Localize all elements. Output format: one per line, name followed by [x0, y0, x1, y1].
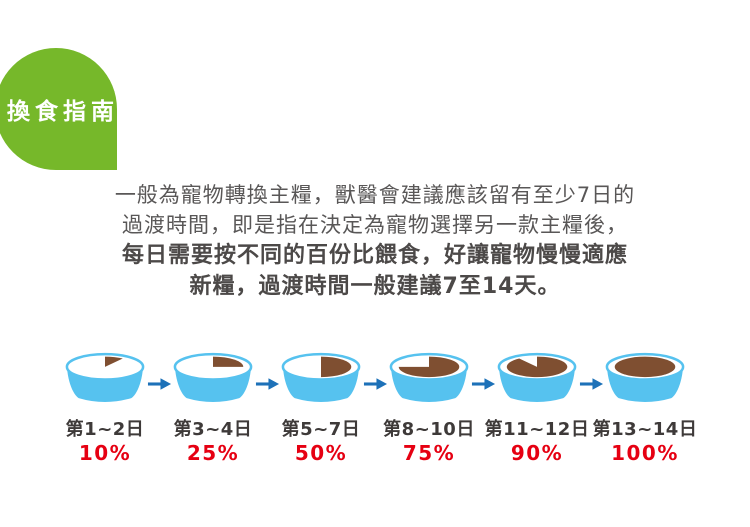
step-day-label: 第1~2日	[65, 419, 145, 440]
step-percent-label: 90%	[510, 441, 564, 465]
intro-line-1: 一般為寵物轉換主糧，獸醫會建議應該留有至少7日的	[114, 183, 636, 207]
food-pie-100	[614, 356, 676, 378]
step-arrow	[471, 376, 495, 392]
arrow-right-icon	[363, 378, 387, 390]
transition-step: 第11~12日 90%	[485, 352, 589, 465]
arrow-right-icon	[471, 378, 495, 390]
step-percent-label: 50%	[294, 441, 348, 465]
food-pie-wedge	[213, 356, 244, 367]
step-percent-label: 75%	[402, 441, 456, 465]
pet-bowl-icon	[281, 352, 361, 402]
transition-step: 第8~10日 75%	[383, 352, 475, 465]
intro-text-block: 一般為寵物轉換主糧，獸醫會建議應該留有至少7日的 過渡時間，即是指在決定為寵物選…	[0, 180, 750, 302]
food-pie-wedge	[398, 356, 460, 378]
transition-step: 第1~2日 10%	[61, 352, 149, 464]
step-day-label: 第3~4日	[173, 419, 253, 440]
arrow-right-icon	[147, 378, 171, 390]
food-pie-wedge	[321, 356, 352, 378]
step-day-label: 第13~14日	[592, 419, 698, 440]
pet-bowl-icon	[65, 352, 145, 402]
step-arrow	[579, 376, 603, 392]
pet-bowl-icon	[173, 352, 253, 402]
food-pie-wedge	[506, 356, 568, 378]
transition-step: 第3~4日 25%	[169, 352, 257, 464]
pet-bowl-icon	[605, 352, 685, 402]
transition-steps-row: 第1~2日 10% 第3~4日 25% 第5~7日 50% 第8~10日 75% 第11~12日…	[0, 352, 750, 464]
guide-title: 換食指南	[7, 99, 119, 125]
step-percent-label: 100%	[611, 441, 679, 465]
pet-bowl-icon	[497, 352, 577, 402]
arrow-right-icon	[255, 378, 279, 390]
pet-bowl-icon	[389, 352, 469, 402]
arrow-right-icon	[579, 378, 603, 390]
step-day-label: 第11~12日	[484, 419, 590, 440]
step-arrow	[147, 376, 171, 392]
intro-emphasis-line-2: 新糧，過渡時間一般建議7至14天。	[189, 274, 561, 299]
intro-line-2: 過渡時間，即是指在決定為寵物選擇另一款主糧後，	[122, 213, 628, 237]
step-arrow	[255, 376, 279, 392]
step-day-label: 第8~10日	[383, 419, 475, 440]
transition-step: 第5~7日 50%	[277, 352, 365, 464]
bowl-rim	[65, 352, 145, 381]
intro-emphasis-line-1: 每日需要按不同的百份比餵食，好讓寵物慢慢適應	[121, 243, 628, 268]
step-percent-label: 10%	[78, 441, 132, 465]
food-pie-wedge	[105, 356, 123, 367]
guide-title-badge: 換食指南	[0, 48, 117, 170]
transition-step: 第13~14日 100%	[593, 352, 697, 465]
step-percent-label: 25%	[186, 441, 240, 465]
step-arrow	[363, 376, 387, 392]
step-day-label: 第5~7日	[281, 419, 361, 440]
